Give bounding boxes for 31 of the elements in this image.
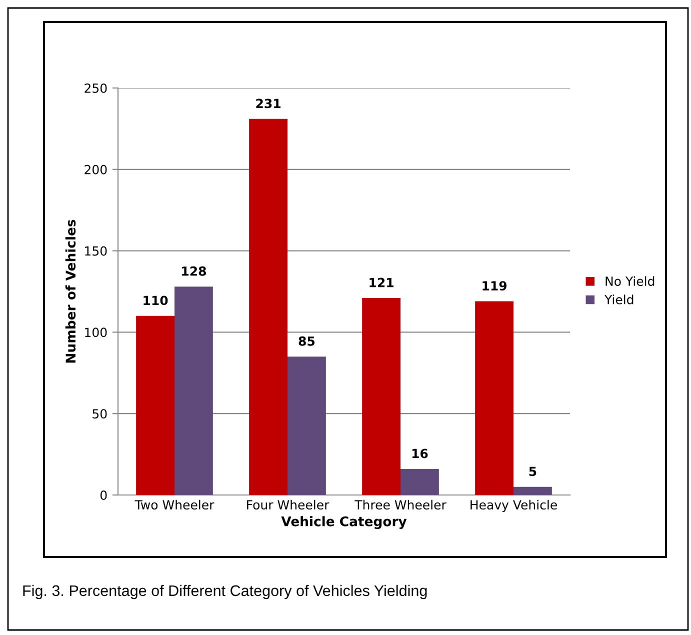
bar (249, 118, 288, 495)
x-axis-title: Vehicle Category (281, 516, 407, 529)
bar (475, 301, 514, 495)
x-tick-label: Three Wheeler (354, 500, 446, 510)
bar (362, 298, 400, 495)
caption: Fig. 3. Percentage of Different Category of Vehicles Yielding (23, 584, 427, 600)
bar (136, 316, 174, 495)
data-label: 85 (298, 336, 315, 346)
y-tick-label: 150 (85, 246, 107, 256)
data-label: 128 (182, 266, 206, 276)
y-tick-label: 100 (85, 328, 107, 338)
legend-label: No Yield (606, 276, 654, 286)
bar (288, 356, 326, 495)
x-tick-label: Two Wheeler (134, 500, 214, 510)
data-label: 110 (144, 296, 168, 306)
legend-label: Yield (604, 294, 634, 304)
data-label: 121 (370, 278, 394, 288)
bar (400, 468, 439, 495)
data-label: 119 (482, 281, 507, 291)
bar (174, 286, 213, 495)
y-tick-label: 250 (84, 83, 107, 93)
data-label: 16 (412, 448, 428, 458)
y-tick-label: 50 (92, 409, 107, 419)
x-tick-label: Four Wheeler (247, 500, 330, 510)
data-label: 5 (529, 466, 536, 476)
x-tick-label: Heavy Vehicle (470, 500, 557, 512)
bar (514, 486, 552, 495)
y-axis-title: Number of Vehicles (65, 220, 76, 363)
y-tick-label: 0 (100, 490, 107, 500)
data-label: 231 (256, 98, 280, 108)
y-tick-label: 200 (84, 164, 107, 174)
